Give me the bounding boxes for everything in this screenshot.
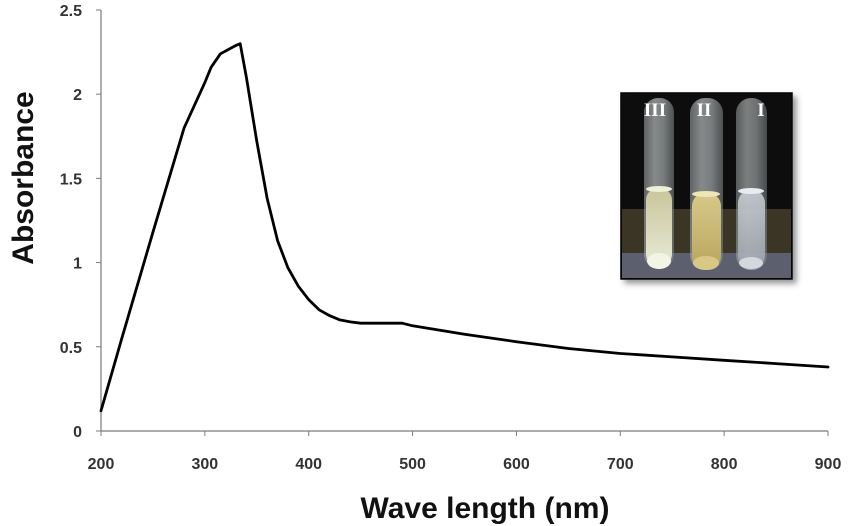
x-ticks: 200 300 400 500 600 700 800 900: [88, 431, 842, 473]
y-tick-label: 2: [73, 87, 82, 104]
x-tick-label: 700: [607, 456, 634, 473]
series-line-0: [99, 42, 830, 413]
tube-label-i: I: [757, 100, 764, 121]
y-tick-label: 1: [73, 256, 82, 273]
y-tick-label: 0.5: [60, 340, 82, 357]
tube-ii: [690, 98, 723, 270]
y-tick-label: 2.5: [60, 3, 82, 20]
y-tick-label: 1.5: [60, 171, 82, 188]
x-tick-label: 800: [711, 456, 738, 473]
y-ticks: 0 0.5 1 1.5 2 2.5: [60, 3, 101, 441]
x-tick-label: 400: [295, 456, 322, 473]
inset-photo: III II I: [620, 92, 793, 280]
tube-label-ii: II: [697, 100, 712, 121]
x-tick-label: 900: [815, 456, 842, 473]
tube-i: [736, 98, 767, 270]
x-tick-label: 600: [503, 456, 530, 473]
x-tick-label: 500: [399, 456, 426, 473]
tube-label-iii: III: [644, 100, 666, 121]
x-tick-label: 300: [192, 456, 219, 473]
x-tick-label: 200: [88, 456, 115, 473]
tube-iii: [644, 98, 674, 269]
series-group: [99, 42, 830, 413]
y-axis-title: Absorbance: [7, 91, 40, 264]
y-tick-label: 0: [73, 424, 82, 441]
x-axis-title: Wave length (nm): [361, 492, 610, 525]
